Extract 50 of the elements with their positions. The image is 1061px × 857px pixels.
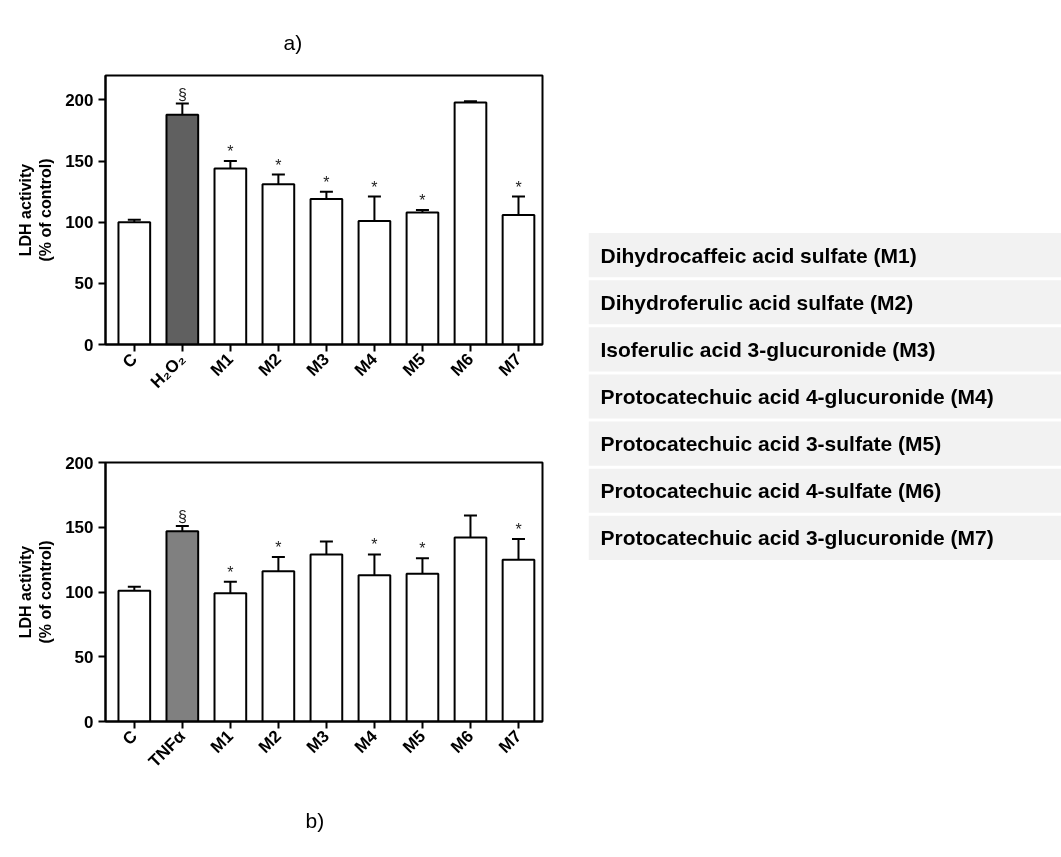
x-tick-label: M2 — [254, 349, 286, 380]
annotation: * — [371, 536, 378, 554]
text: Protocatechuic acid 3-glucuronide (M7) — [600, 526, 994, 550]
y-tick-label: 0 — [84, 335, 94, 355]
annotation: * — [227, 143, 234, 161]
y-axis-title: LDH activity (% of control) — [16, 540, 55, 644]
y-tick-label: 100 — [65, 213, 94, 233]
x-tick-label: M6 — [447, 349, 478, 380]
x-tick-label: M5 — [399, 349, 430, 380]
x-tick-label: M4 — [351, 349, 382, 380]
y-tick-label: 100 — [65, 583, 94, 602]
x-tick-label: M3 — [302, 349, 334, 380]
text: Isoferulic acid 3-glucuronide (M3) — [600, 337, 936, 361]
text: Protocatechuic acid 4-glucuronide (M4) — [600, 385, 994, 408]
annotation: * — [419, 192, 426, 209]
x-tick-label: M5 — [399, 726, 430, 757]
y-tick-label: 0 — [84, 712, 94, 732]
text: b) — [305, 808, 325, 832]
annotation: * — [419, 540, 426, 558]
x-tick-label: M3 — [302, 726, 334, 757]
y-tick-label: 150 — [65, 518, 94, 538]
y-axis-title: LDH activity (% of control) — [16, 158, 55, 262]
annotation: * — [515, 178, 522, 196]
annotation: * — [323, 173, 330, 191]
text: Dihydrocaffeic acid sulfate (M1) — [600, 243, 917, 267]
annotation: * — [275, 156, 282, 174]
x-tick-label: M2 — [254, 726, 286, 757]
text: Protocatechuic acid 3-sulfate (M5) — [600, 432, 942, 456]
y-tick-label: 50 — [74, 647, 94, 667]
y-tick-label: 50 — [74, 274, 94, 294]
annotation: * — [371, 178, 378, 196]
text: Dihydroferulic acid sulfate (M2) — [600, 290, 914, 314]
x-tick-label: C — [118, 726, 142, 749]
annotation: * — [227, 563, 234, 581]
x-tick-label: M6 — [447, 726, 478, 757]
x-tick-label: M1 — [206, 726, 238, 757]
annotation: § — [177, 85, 187, 103]
annotation: * — [515, 520, 522, 538]
y-tick-label: 200 — [65, 453, 94, 473]
x-tick-label: M7 — [495, 726, 526, 757]
annotation: * — [275, 539, 282, 557]
chart-title: a) — [283, 30, 303, 54]
annotation: § — [177, 507, 187, 525]
x-tick-label: M7 — [495, 349, 526, 380]
x-tick-label: M1 — [206, 349, 238, 380]
text: Protocatechuic acid 4-sulfate (M6) — [600, 479, 942, 503]
x-tick-label: M4 — [351, 726, 382, 757]
y-tick-label: 150 — [65, 152, 94, 172]
y-tick-label: 200 — [65, 90, 94, 110]
x-tick-label: C — [118, 349, 142, 372]
